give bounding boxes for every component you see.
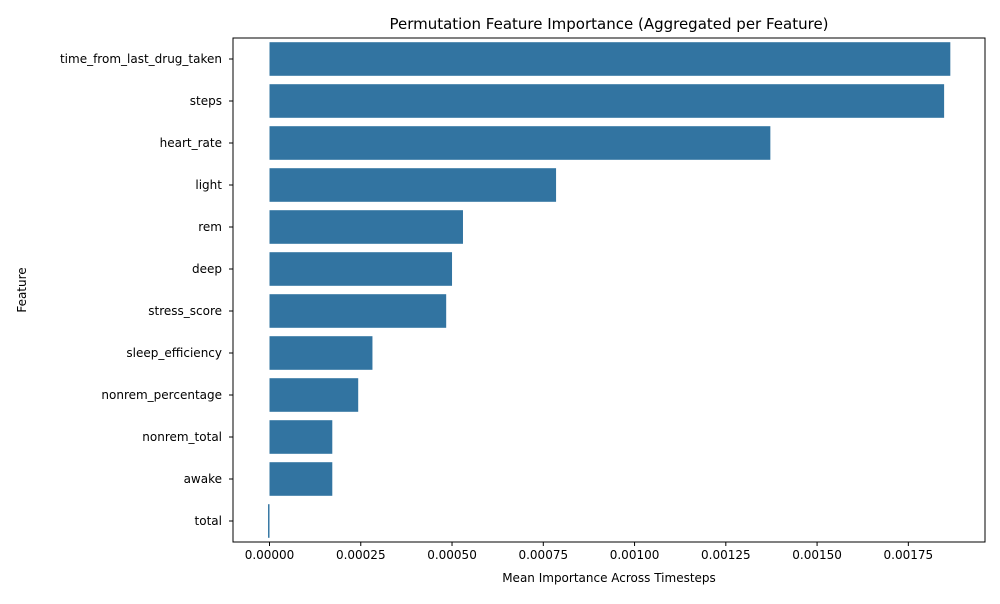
bar-total	[268, 504, 270, 538]
bar-stress-score	[269, 294, 447, 328]
x-tick-label: 0.00025	[336, 548, 386, 562]
bars-layer	[268, 42, 951, 538]
y-tick-label: rem	[198, 220, 222, 234]
y-tick-label: deep	[192, 262, 222, 276]
x-tick-label: 0.00175	[884, 548, 934, 562]
y-tick-label: total	[195, 514, 222, 528]
y-axis-label: Feature	[15, 267, 29, 312]
x-tick-label: 0.00150	[792, 548, 842, 562]
y-tick-label: nonrem_percentage	[101, 388, 222, 402]
bar-deep	[269, 252, 453, 286]
bar-heart-rate	[269, 126, 771, 160]
x-tick-label: 0.00125	[701, 548, 751, 562]
x-tick-label: 0.00050	[427, 548, 477, 562]
y-tick-label: awake	[184, 472, 222, 486]
x-tick-label: 0.00075	[518, 548, 568, 562]
x-tick-label: 0.00000	[245, 548, 295, 562]
y-tick-label: steps	[190, 94, 222, 108]
x-axis-ticks: 0.00000 0.00025 0.00050 0.00075 0.00100 0.001…	[245, 542, 933, 562]
bar-nonrem-percentage	[269, 378, 359, 412]
bar-rem	[269, 210, 463, 244]
y-tick-label: heart_rate	[160, 136, 222, 150]
y-tick-label: light	[195, 178, 222, 192]
y-tick-label: sleep_efficiency	[126, 346, 222, 360]
axes-frame	[232, 37, 986, 543]
chart-title: Permutation Feature Importance (Aggregat…	[389, 15, 828, 33]
bar-sleep-efficiency	[269, 336, 373, 370]
bar-light	[269, 168, 557, 202]
bar-steps	[269, 84, 945, 118]
plot-frame	[232, 37, 986, 543]
y-tick-label: nonrem_total	[142, 430, 222, 444]
bar-time-from-last-drug-taken	[269, 42, 951, 76]
bar-awake	[269, 462, 333, 496]
bar-nonrem-total	[269, 420, 333, 454]
x-axis-label: Mean Importance Across Timesteps	[502, 571, 716, 585]
y-tick-label: stress_score	[148, 304, 222, 318]
y-tick-label: time_from_last_drug_taken	[60, 52, 222, 66]
x-tick-label: 0.00100	[610, 548, 660, 562]
